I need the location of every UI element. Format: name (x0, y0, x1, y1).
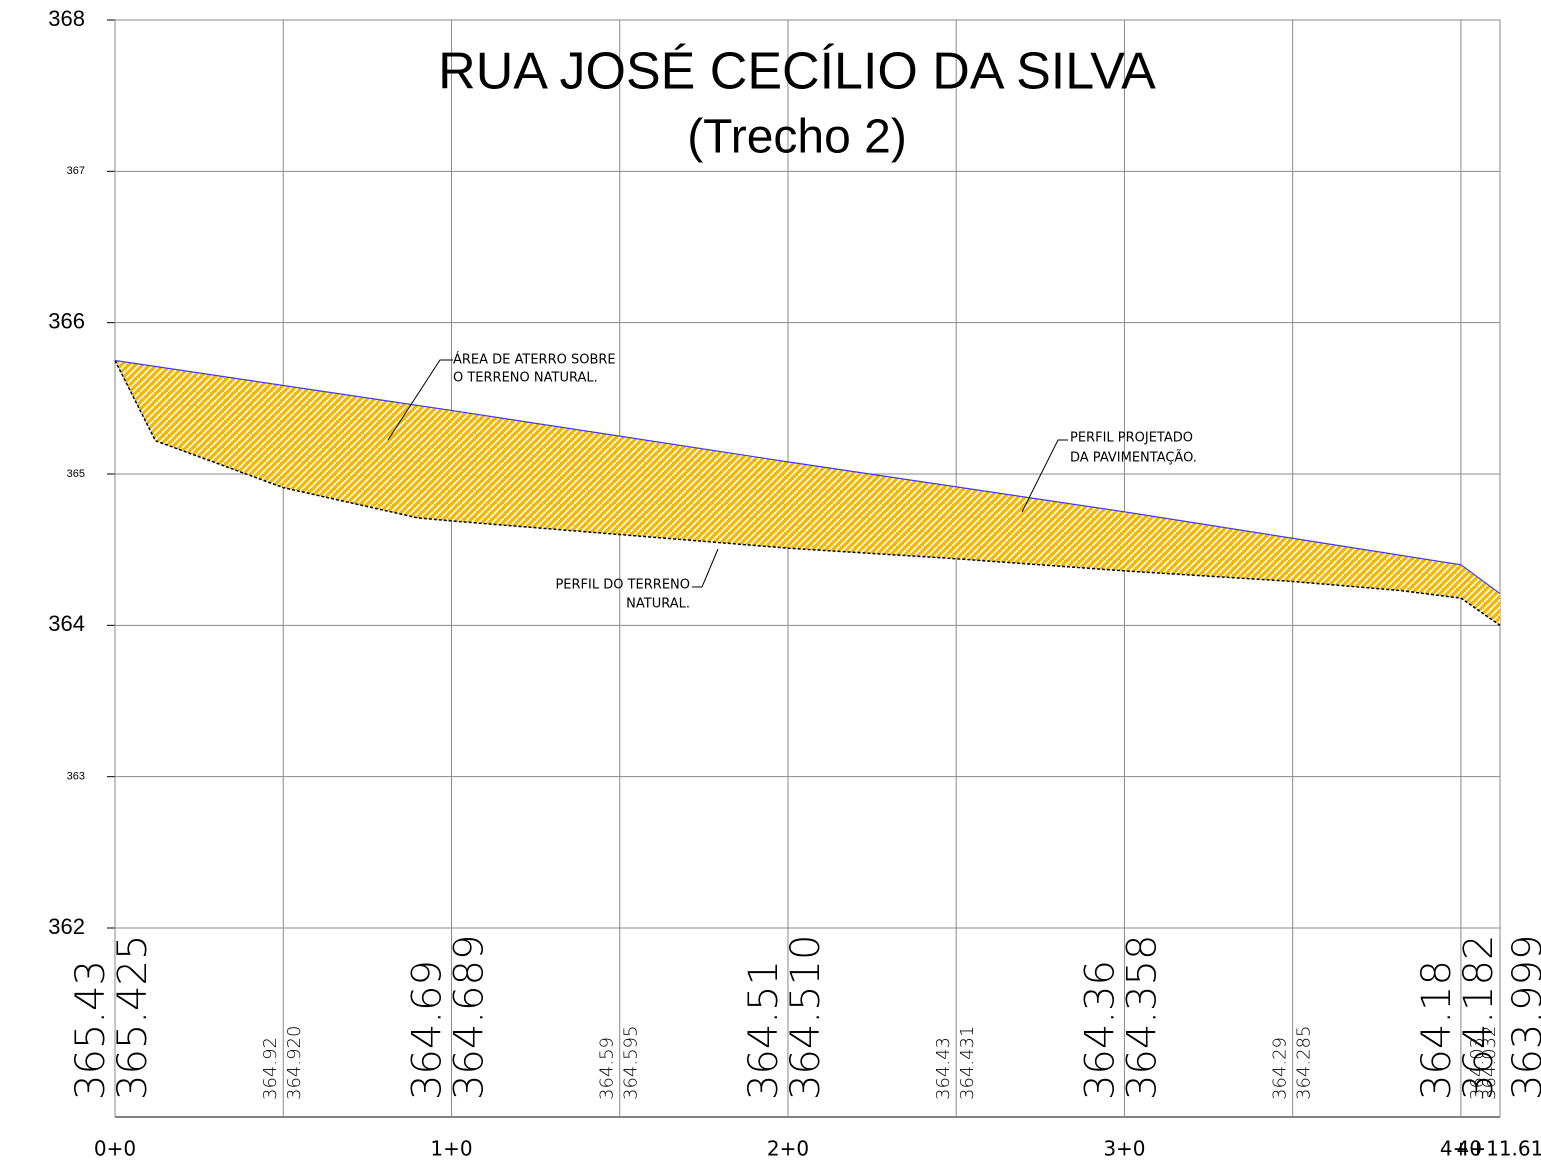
station-label: 364.595 (621, 1026, 642, 1100)
station-label: 365.43 (68, 960, 114, 1100)
station-label: 364.358 (1119, 935, 1165, 1100)
chart-subtitle: (Trecho 2) (687, 111, 907, 164)
annotation: O TERRENO NATURAL. (453, 371, 598, 386)
y-tick-label: 362 (48, 914, 85, 939)
profile-line (114, 360, 1501, 626)
y-tick-label: 366 (48, 308, 85, 333)
station-label: 364.43 (933, 1037, 954, 1100)
annotation: NATURAL. (626, 597, 690, 612)
x-tick-label: 0+0 (94, 1137, 136, 1161)
station-label: 364.285 (1294, 1026, 1315, 1100)
station-label: 364.03 (1467, 1037, 1488, 1100)
x-tick-label: 1+0 (430, 1137, 472, 1161)
station-label: 364.431 (957, 1026, 978, 1100)
x-tick-label: 4+0 (1440, 1137, 1482, 1161)
station-label: 364.51 (741, 960, 787, 1100)
annotation: ÁREA DE ATERRO SOBRE (453, 352, 616, 368)
station-label: 364.920 (284, 1026, 305, 1100)
station-label: 364.689 (446, 935, 492, 1100)
station-label: 364.032 (1479, 1026, 1500, 1100)
y-tick-label: 365 (67, 468, 85, 480)
station-label: 364.69 (404, 960, 450, 1100)
annotation: PERFIL DO TERRENO (555, 578, 690, 593)
profile-line (114, 359, 1501, 595)
leader (1021, 439, 1068, 513)
station-label: 364.92 (260, 1037, 281, 1100)
station-label: 363.999 (1505, 935, 1541, 1100)
station-label: 364.29 (1270, 1037, 1291, 1100)
y-tick-label: 363 (67, 771, 85, 783)
station-label: 364.59 (597, 1037, 618, 1100)
station-label: 364.36 (1077, 960, 1123, 1100)
leader (387, 359, 453, 441)
y-tick-label: 368 (48, 6, 85, 31)
y-tick-label: 367 (67, 165, 85, 177)
x-tick-label: 4+11.61 (1457, 1137, 1541, 1161)
annotation: PERFIL PROJETADO (1070, 431, 1193, 446)
x-tick-label: 2+0 (767, 1137, 809, 1161)
station-label: 364.510 (783, 935, 829, 1100)
x-tick-label: 3+0 (1103, 1137, 1145, 1161)
station-label: 365.425 (110, 935, 156, 1100)
y-tick-label: 364 (48, 611, 85, 636)
station-label: 364.18 (1414, 960, 1460, 1100)
station-label: 364.182 (1456, 935, 1502, 1100)
chart-title: RUA JOSÉ CECÍLIO DA SILVA (438, 43, 1156, 101)
fill-area (115, 360, 1500, 626)
annotation: DA PAVIMENTAÇÃO. (1070, 450, 1197, 466)
leader (692, 548, 719, 588)
